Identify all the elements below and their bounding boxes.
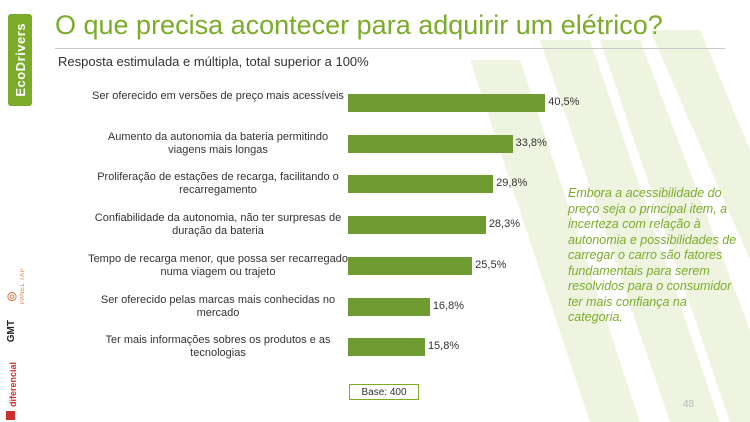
category-label: Proliferação de estações de recarga, fac… [97, 171, 339, 197]
bar-value-label: 29,8% [496, 177, 528, 190]
panel-tap-text: PANEL TAP [20, 268, 26, 305]
bar-value-label: 16,8% [432, 299, 465, 312]
logo-text: EcoDrivers [12, 23, 28, 97]
bar [348, 94, 546, 112]
bar-value-label: 33,8% [515, 136, 547, 149]
insight-note: Embora a acessibilidade do preço seja o … [568, 186, 737, 324]
panel-tap-logo: ⊚ PANEL TAP [6, 268, 34, 308]
bar [348, 297, 430, 316]
base-label: Base: 400 [349, 384, 419, 400]
bar-value-label: 15,8% [427, 340, 460, 353]
bar [348, 175, 494, 194]
category-label: Tempo de recarga menor, que possa ser re… [88, 252, 348, 278]
category-label: Ser oferecido em versões de preço mais a… [92, 90, 344, 102]
bar-value-label: 40,5% [548, 96, 580, 108]
bar [348, 216, 486, 235]
diferencial-text: diferencial [8, 362, 18, 408]
category-label: Ter mais informações sobres os produtos … [105, 334, 331, 360]
category-label: Ser oferecido pelas marcas mais conhecid… [100, 293, 336, 319]
panel-tap-icon: ⊚ [6, 288, 18, 304]
page-number: 48 [683, 399, 695, 410]
category-label: Confiabilidade da autonomia, não ter sur… [94, 212, 342, 238]
diferencial-square-icon [6, 411, 15, 420]
bar [348, 256, 473, 275]
title-divider [55, 48, 725, 49]
gmt-logo: GMT [6, 320, 17, 343]
bar [348, 338, 425, 357]
diferencial-logo: diferencial [6, 362, 34, 420]
page-subtitle: Resposta estimulada e múltipla, total su… [58, 54, 369, 69]
category-label: Aumento da autonomia da bateria permitin… [107, 130, 329, 156]
sidebar: EcoDrivers ⊚ PANEL TAP GMT diferencial [0, 0, 42, 422]
bar [348, 134, 513, 153]
ecodrivers-logo: EcoDrivers [8, 14, 32, 106]
bar-value-label: 25,5% [475, 258, 507, 271]
page-title: O que precisa acontecer para adquirir um… [55, 10, 663, 40]
bar-value-label: 28,3% [488, 218, 521, 231]
